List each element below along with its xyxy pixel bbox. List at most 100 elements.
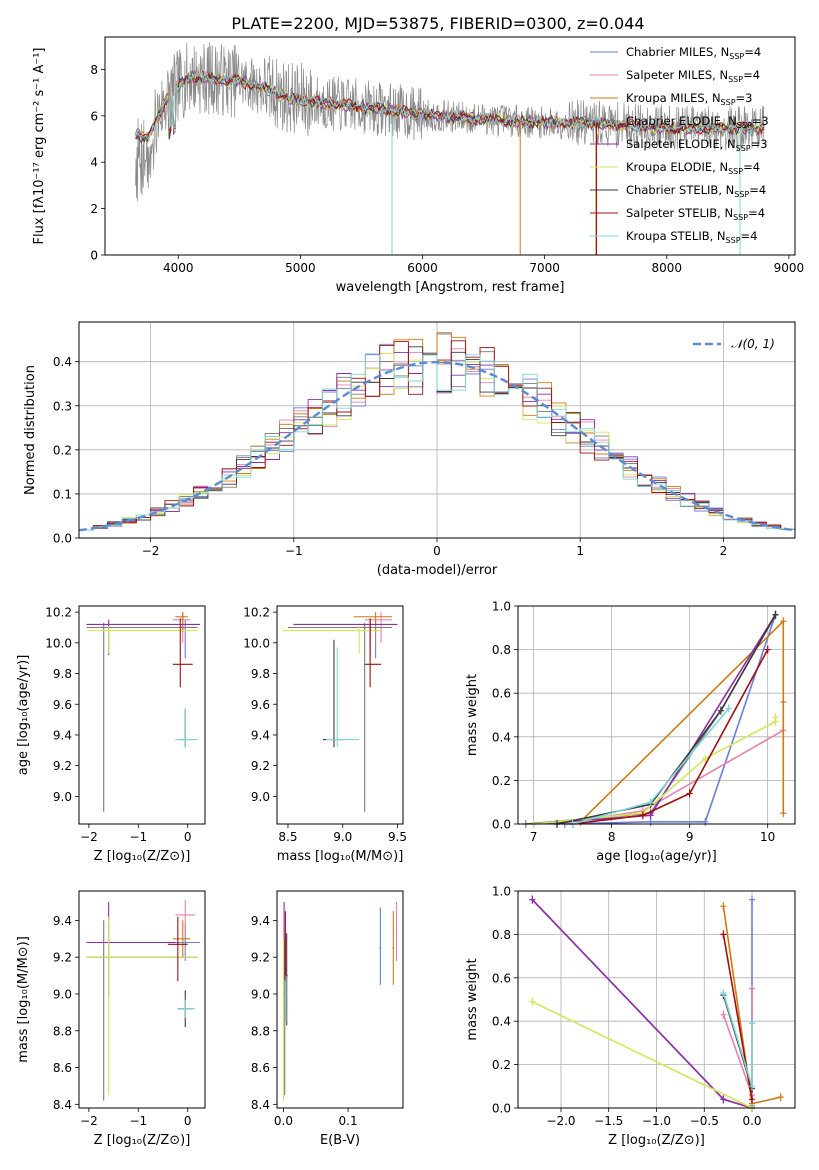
- y-tick-label: 0.2: [492, 774, 511, 788]
- legend-entry: Kroupa STELIB, NSSP=4: [626, 229, 757, 245]
- axes-frame: [104, 36, 796, 256]
- data-point: [179, 663, 182, 666]
- y-tick-label: 0.8: [492, 643, 511, 657]
- x-tick-label: 0.1: [339, 1114, 358, 1128]
- y-tick-label: 9.4: [251, 914, 270, 928]
- legend-entry-label: Salpeter MILES, N: [626, 68, 728, 82]
- mass-weight-series-line: [531, 899, 753, 1109]
- y-tick-label: 8.6: [251, 1061, 270, 1075]
- x-tick-label: 6000: [407, 261, 438, 275]
- y-tick-label: 8.6: [53, 1061, 72, 1075]
- axes-frame: [276, 605, 404, 825]
- legend-entry-subscript: SSP: [733, 213, 748, 222]
- x-tick-label: 0.0: [742, 1114, 761, 1128]
- y-tick-label: 9.4: [251, 728, 270, 742]
- x-tick-label: −1: [285, 544, 303, 558]
- residuals-panel: −2 −1 0 1 2 0.0 0.1 0.2 0.3 0.4 (data-model)/error…: [23, 321, 796, 578]
- y-tick-label: 0.4: [53, 355, 72, 369]
- axes-frame: [517, 605, 796, 825]
- legend-entry-subscript: SSP: [728, 167, 743, 176]
- y-tick-label: 8.4: [251, 1098, 270, 1112]
- mass-weight-point-marker: [780, 617, 787, 626]
- x-tick-label: 7000: [529, 261, 560, 275]
- mass-weight-point-marker: [720, 902, 727, 911]
- legend-entry-subscript: SSP: [728, 75, 743, 84]
- mass-weight-point-marker: [720, 930, 727, 939]
- y-axis-label: age [log₁₀(age/yr)]: [16, 655, 31, 776]
- mass-weight-point-marker: [725, 704, 732, 713]
- y-tick-label: 0.4: [492, 730, 511, 744]
- y-tick-label: 9.0: [251, 987, 270, 1001]
- legend-entry-label: Chabrier ELODIE, N: [626, 114, 737, 128]
- x-axis-label: mass [log₁₀(M/M⊙)]: [277, 849, 404, 864]
- x-tick-label: 4000: [163, 261, 194, 275]
- legend-entry: Salpeter MILES, NSSP=4: [626, 68, 760, 84]
- x-tick-label: 8.5: [278, 830, 297, 844]
- data-point: [184, 941, 187, 944]
- y-tick-label: 0.4: [492, 1015, 511, 1029]
- data-point: [392, 947, 395, 949]
- legend-entry-value: =3: [751, 137, 768, 151]
- data-point: [184, 914, 187, 916]
- normal-distribution-curve: [78, 360, 796, 532]
- y-axis-label: mass weight: [465, 674, 480, 756]
- legend-entry-label: Salpeter STELIB, N: [626, 206, 733, 220]
- data-point: [181, 937, 184, 940]
- massweight-vs-metallicity-panel: −2.0 −1.5 −1.0 −0.5 0.0 0.0 0.2 0.4 0.6 0.8 1.0 Z […: [465, 885, 796, 1148]
- axes-frame: [78, 890, 206, 1109]
- data-point: [283, 993, 286, 995]
- y-axis-label: mass weight: [465, 958, 480, 1040]
- x-tick-label: −2: [142, 544, 160, 558]
- y-tick-label: 1.0: [492, 885, 511, 899]
- legend-entry-label: Salpeter ELODIE, N: [626, 137, 736, 151]
- figure-title: PLATE=2200, MJD=53875, FIBERID=0300, z=0…: [231, 14, 644, 33]
- mass-weight-point-marker: [749, 1082, 756, 1091]
- data-point: [181, 615, 184, 618]
- x-tick-label: −1: [129, 830, 147, 844]
- residual-histogram-step: [79, 332, 795, 531]
- mass-vs-extinction-panel: 0.0 0.1 8.4 8.6 8.8 9.0 9.2 9.4 E(B-V): [251, 890, 404, 1148]
- x-tick-label: 8000: [651, 261, 682, 275]
- age-vs-mass-panel: 8.5 9.0 9.5 9.0 9.2 9.4 9.6 9.8 10.0 10.2 mass [lo…: [243, 605, 407, 864]
- legend-entry-subscript: SSP: [726, 236, 741, 245]
- x-tick-label: 10: [760, 830, 775, 844]
- model-spectrum-line: [135, 70, 765, 140]
- x-tick-label: 2: [720, 544, 728, 558]
- mass-weight-point-marker: [772, 713, 779, 722]
- axes-frame: [78, 321, 796, 539]
- y-tick-label: 9.0: [251, 790, 270, 804]
- x-tick-label: 0: [184, 830, 192, 844]
- data-point: [379, 947, 382, 949]
- mass-weight-point-marker: [777, 1093, 784, 1102]
- x-axis-label: E(B-V): [320, 1133, 360, 1148]
- legend-entry-value: =4: [749, 183, 766, 197]
- legend-entry: Kroupa MILES, NSSP=3: [626, 91, 752, 107]
- mass-weight-series-line: [525, 614, 777, 825]
- mass-weight-point-marker: [749, 895, 756, 904]
- legend-entry: Chabrier ELODIE, NSSP=3: [626, 114, 769, 130]
- mass-weight-series-line: [579, 619, 785, 823]
- age-vs-metallicity-panel: −2 −1 0 9.0 9.2 9.4 9.6 9.8 10.0 10.2 Z [log₁₀(Z/Z…: [16, 605, 206, 864]
- legend-entry-subscript: SSP: [734, 190, 749, 199]
- y-tick-label: 10.0: [243, 636, 270, 650]
- legend-entry: Chabrier MILES, NSSP=4: [626, 45, 761, 61]
- x-tick-label: −2: [80, 830, 98, 844]
- spectrum-panel: 4000 5000 6000 7000 8000 9000 0 2 4 6 8 wavelength …: [32, 36, 804, 295]
- x-axis-label: Z [log₁₀(Z/Z⊙)]: [94, 1133, 191, 1148]
- x-tick-label: −0.5: [690, 1114, 719, 1128]
- mass-weight-series-line: [531, 899, 753, 1109]
- legend-entry-value: =3: [736, 91, 753, 105]
- legend-entry: Salpeter ELODIE, NSSP=3: [626, 137, 768, 153]
- y-tick-label: 4: [90, 156, 98, 170]
- y-tick-label: 0.3: [53, 399, 72, 413]
- model-spectrum-line: [135, 70, 765, 140]
- y-tick-label: 0.2: [492, 1058, 511, 1072]
- x-tick-label: 8: [608, 830, 616, 844]
- y-tick-label: 9.4: [53, 914, 72, 928]
- y-tick-label: 0.6: [492, 687, 511, 701]
- data-point: [176, 943, 179, 946]
- y-tick-label: 8.4: [53, 1098, 72, 1112]
- x-tick-label: 1: [576, 544, 584, 558]
- data-point: [369, 663, 372, 666]
- x-tick-label: 0: [433, 544, 441, 558]
